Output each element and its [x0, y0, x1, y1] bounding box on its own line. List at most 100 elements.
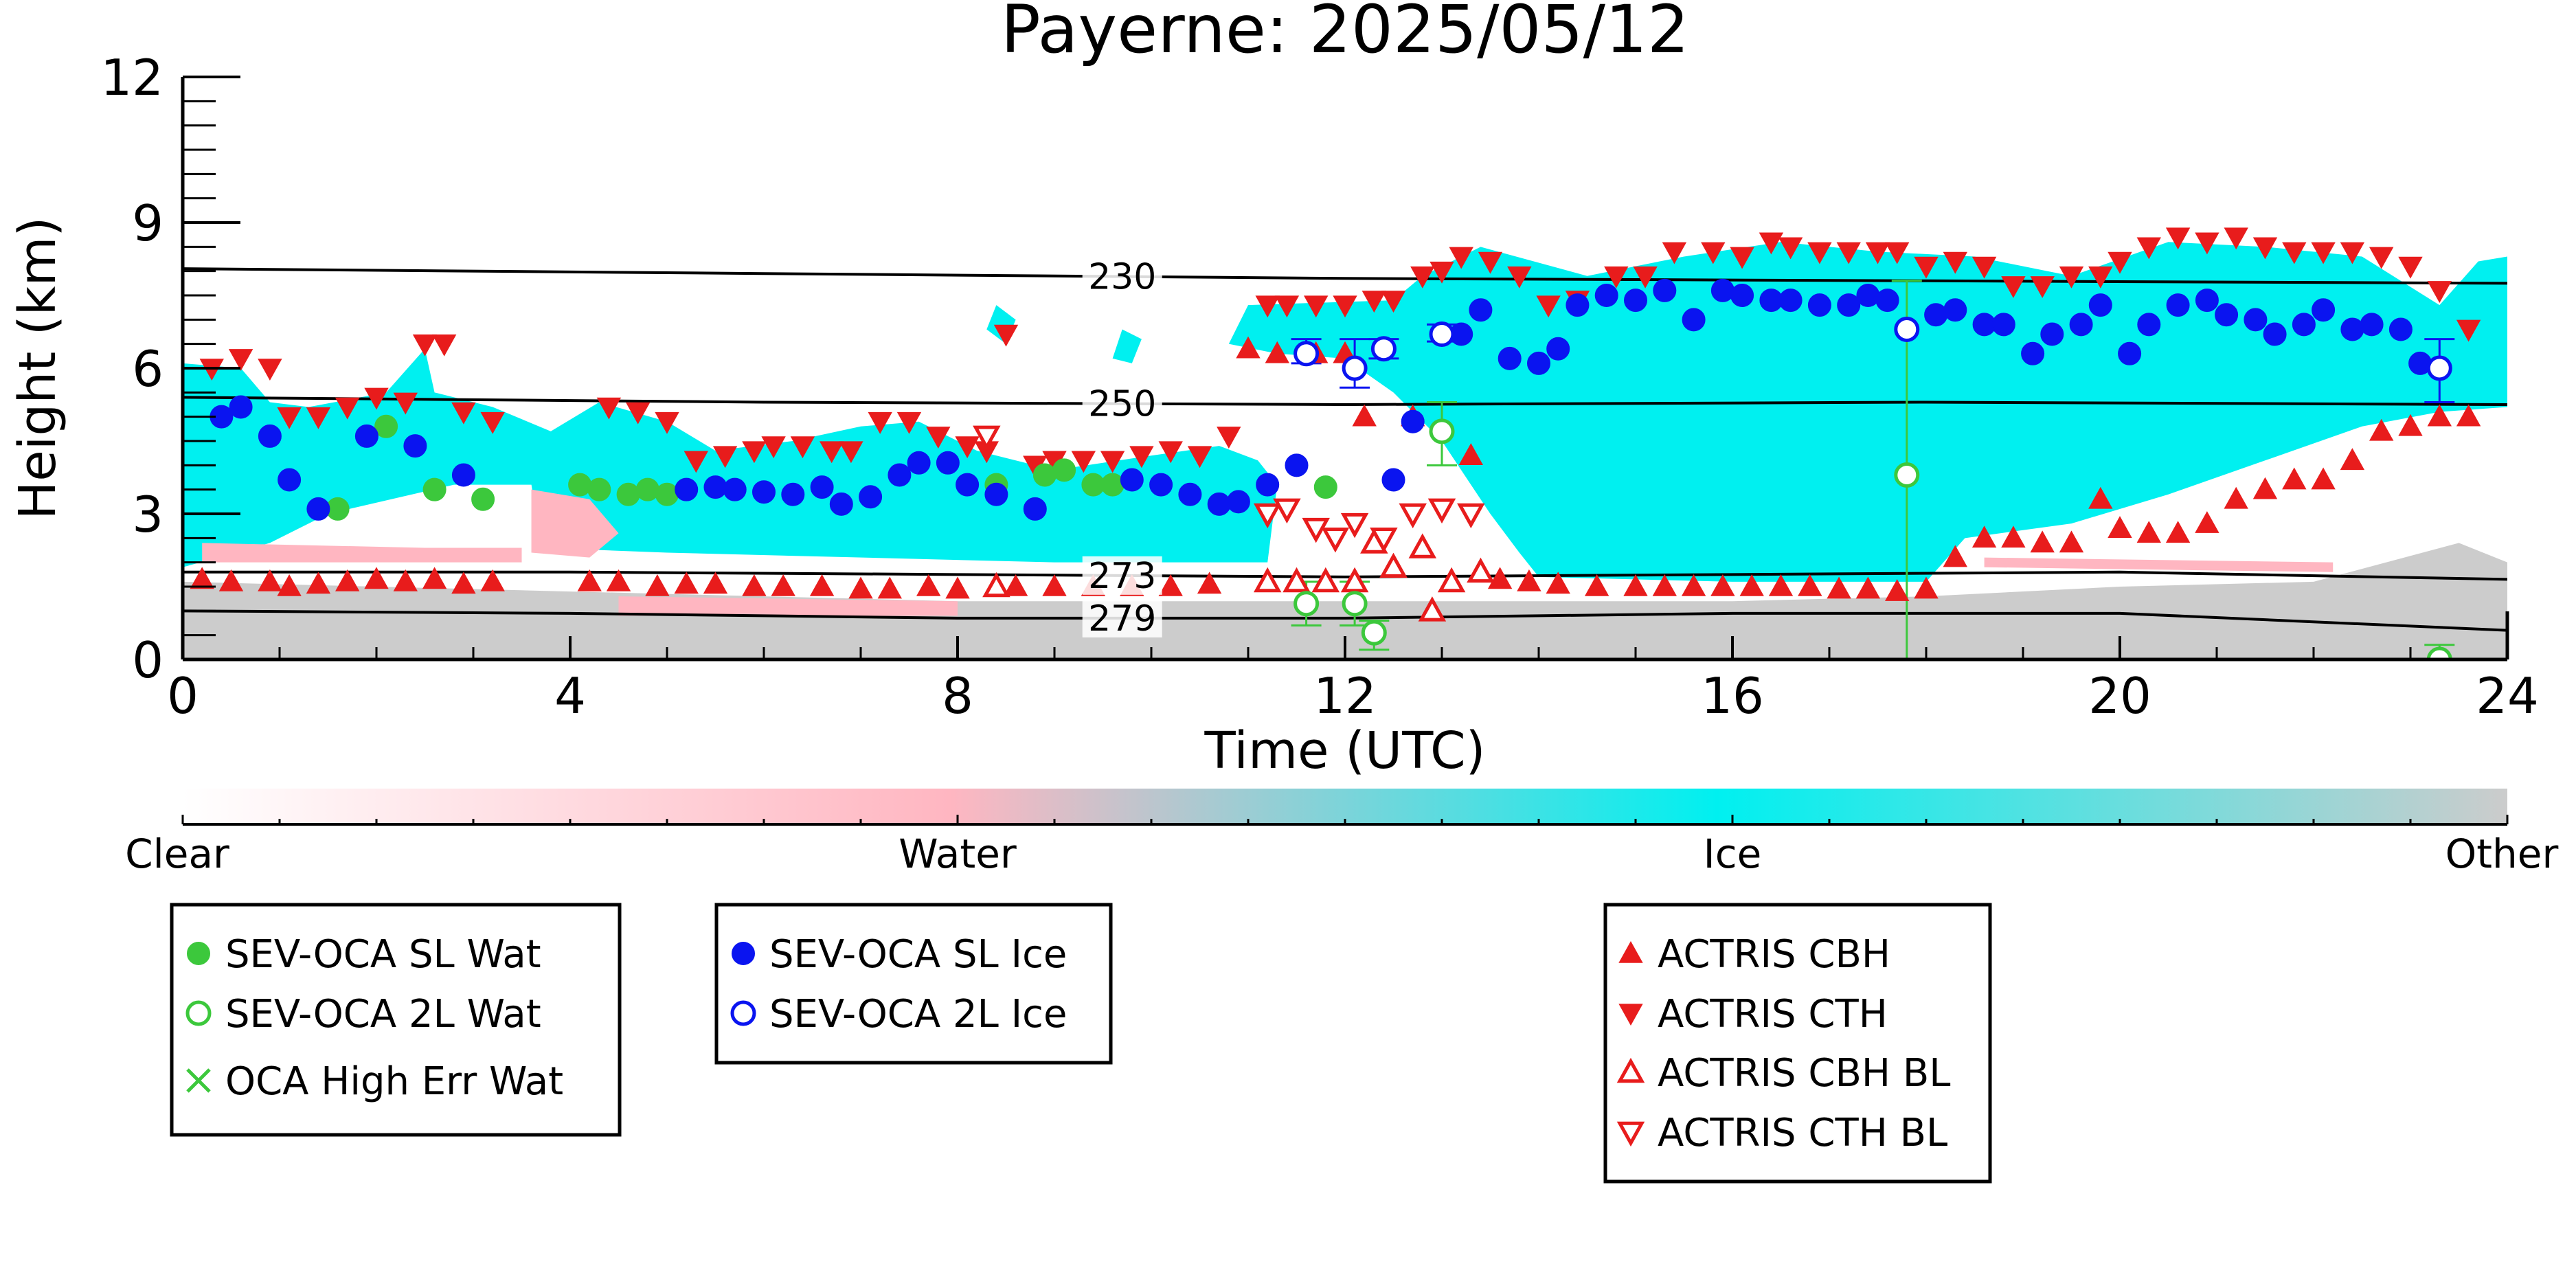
point-actris-cth: [2165, 227, 2191, 250]
point-actris-cth: [1410, 266, 1435, 289]
legend-water-marker-1: [187, 942, 210, 965]
point-actris-cbh: [1827, 576, 1851, 599]
point-actris-cth: [258, 359, 282, 381]
point-actris-cbh: [2001, 526, 2026, 548]
point-sev-oca-2l-ice: [1293, 341, 1320, 367]
point-actris-cbh: [945, 576, 970, 599]
point-actris-cth: [1701, 242, 1726, 264]
point-actris-cbh: [742, 574, 767, 596]
point-actris-cbh: [1885, 579, 1910, 601]
point-actris-cbh: [2195, 511, 2219, 533]
point-actris-cth: [1633, 266, 1658, 289]
point-sev-oca-2l-wat: [1429, 418, 1455, 444]
point-actris-cbh: [577, 569, 602, 591]
point-actris-cbh: [422, 567, 447, 589]
point-actris-cth: [451, 402, 476, 425]
point-actris-cth: [1914, 256, 1939, 279]
point-actris-cbh: [2369, 418, 2394, 441]
point-sev-oca-sl-ice: [1943, 298, 1967, 322]
point-actris-cth: [2030, 276, 2055, 298]
point-actris-cbh: [2108, 516, 2132, 538]
point-sev-oca-sl-ice: [1226, 490, 1250, 514]
point-sev-oca-sl-wat: [1032, 463, 1057, 487]
point-sev-oca-sl-ice: [723, 477, 747, 501]
point-sev-oca-sl-ice: [2292, 313, 2316, 337]
y-tick-label: 0: [132, 631, 163, 689]
point-actris-cbh: [2224, 486, 2248, 509]
point-actris-cbh: [1943, 545, 1967, 567]
point-sev-oca-sl-ice: [1856, 284, 1880, 307]
point-actris-cbh: [2136, 521, 2161, 543]
point-sev-oca-sl-ice: [1527, 351, 1550, 375]
point-actris-cbh: [674, 572, 699, 594]
point-actris-cth: [2369, 247, 2394, 269]
point-actris-cbh-bl: [1340, 567, 1369, 593]
legend-water-box: [170, 903, 622, 1137]
x-axis-label: Time (UTC): [1204, 721, 1485, 780]
point-sev-oca-sl-ice: [1778, 289, 1803, 313]
point-sev-oca-sl-ice: [2069, 313, 2093, 337]
point-actris-cth: [1217, 427, 1241, 449]
colorbar-label-water: Water: [899, 831, 1017, 877]
point-actris-cbh: [2398, 414, 2423, 436]
point-sev-oca-sl-wat: [1313, 475, 1337, 499]
point-sev-oca-sl-ice: [907, 451, 931, 475]
point-sev-oca-2l-ice: [2426, 355, 2452, 381]
point-actris-cth: [626, 402, 651, 425]
y-tick-label: 12: [100, 49, 163, 106]
point-sev-oca-sl-wat: [1052, 458, 1076, 482]
point-actris-cbh: [645, 574, 670, 596]
point-actris-cbh-bl: [1418, 596, 1447, 622]
chart-title: Payerne: 2025/05/12: [1001, 0, 1689, 68]
point-sev-oca-2l-ice: [1342, 355, 1368, 381]
isotherm-label-bg: [1082, 257, 1162, 296]
legend-actris-marker-4: [1616, 1121, 1645, 1147]
point-actris-cbh: [1584, 574, 1609, 596]
cloud-water-region: [202, 543, 522, 563]
point-actris-cth: [868, 411, 892, 434]
point-actris-cbh: [771, 574, 795, 596]
y-axis-label: Height (km): [8, 217, 67, 520]
point-actris-cth: [1304, 295, 1329, 318]
point-sev-oca-2l-wat: [1293, 591, 1320, 617]
point-actris-cth: [2136, 237, 2161, 260]
point-sev-oca-sl-ice: [1710, 278, 1735, 302]
point-sev-oca-sl-ice: [1624, 289, 1647, 313]
point-actris-cbh: [1971, 526, 1997, 548]
point-actris-cth: [1100, 451, 1125, 473]
legend-actris: ACTRIS CBH ACTRIS CTH ACTRIS CBH BL ACTR…: [1603, 903, 1992, 1184]
point-actris-cth: [393, 392, 418, 415]
point-actris-cth: [1381, 291, 1406, 313]
colorbar-label-other: Other: [2445, 831, 2559, 877]
point-sev-oca-sl-ice: [1207, 492, 1231, 516]
point-actris-cbh: [1798, 574, 1822, 596]
point-sev-oca-sl-ice: [1120, 468, 1144, 492]
point-actris-cth-bl: [1273, 498, 1301, 524]
point-actris-cbh: [916, 574, 941, 596]
point-actris-cth: [2108, 251, 2132, 274]
point-sev-oca-sl-ice: [2021, 341, 2045, 365]
x-tick-label: 16: [1701, 667, 1764, 725]
point-actris-cbh: [703, 572, 728, 594]
y-tick-label: 3: [132, 486, 163, 543]
isotherm-line: [183, 396, 2507, 407]
point-actris-cbh: [1352, 404, 1377, 427]
point-sev-oca-sl-ice: [229, 395, 253, 419]
point-actris-cbh: [1236, 336, 1261, 359]
point-actris-cth: [2311, 242, 2336, 264]
legend-marker-symbol: [1618, 1004, 1643, 1026]
point-actris-cth: [1759, 232, 1784, 255]
point-actris-cbh: [190, 567, 214, 589]
point-actris-cth: [790, 436, 815, 459]
legend-marker-symbol: [1616, 1057, 1645, 1083]
point-actris-cth: [2001, 276, 2026, 298]
point-actris-cth: [2224, 227, 2248, 250]
data-points: [190, 227, 2481, 659]
point-actris-cbh: [277, 574, 302, 596]
legend-marker-symbol: [730, 1000, 756, 1026]
isotherm-line: [183, 267, 2507, 285]
point-actris-cbh: [1003, 574, 1028, 596]
point-actris-cth: [926, 427, 951, 449]
legend-actris-box: [1603, 903, 1992, 1184]
